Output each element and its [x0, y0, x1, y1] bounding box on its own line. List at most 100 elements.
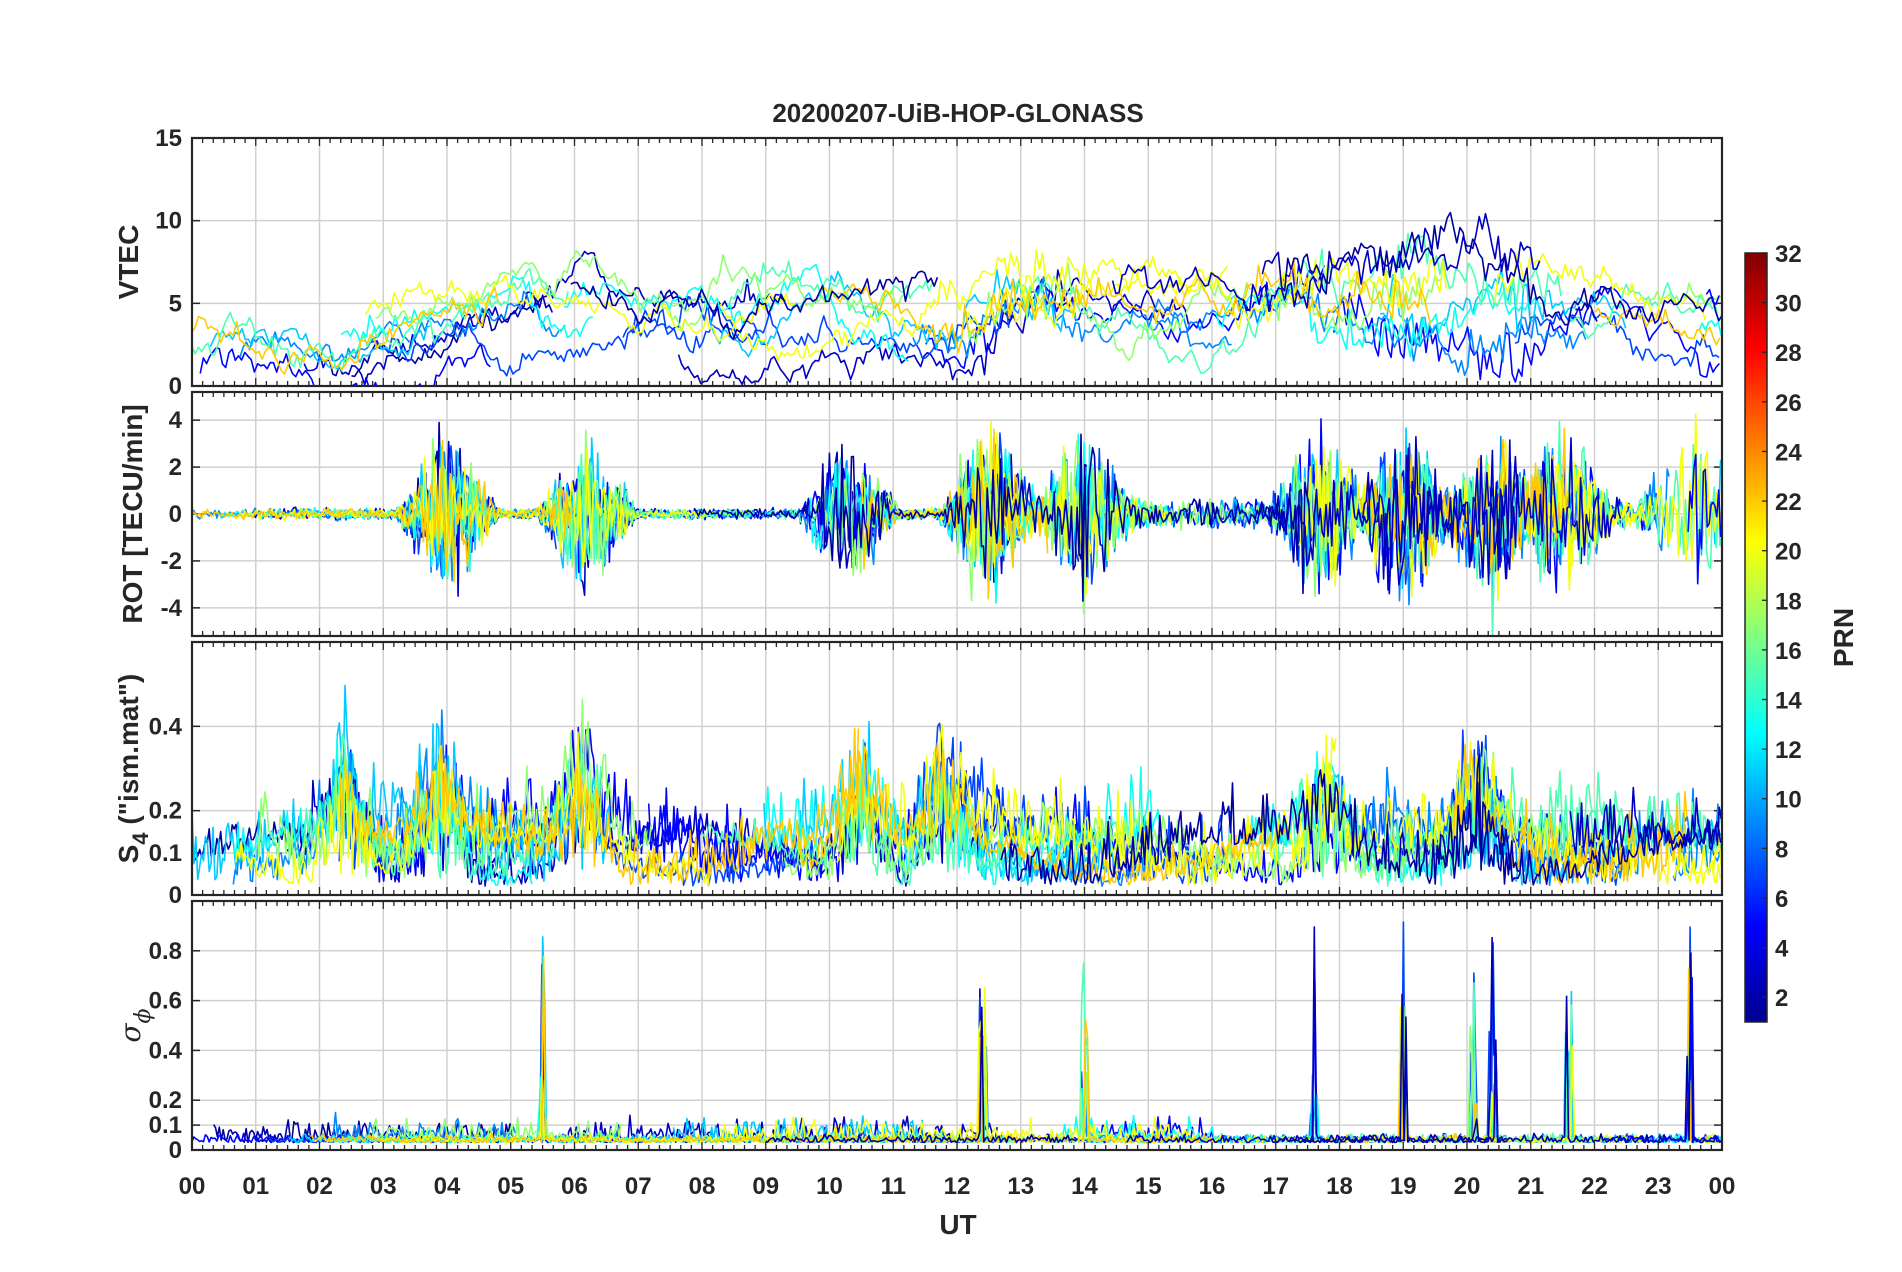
plot-frame-sigma_phi — [190, 899, 1724, 1152]
y-tick-label: 2 — [169, 454, 182, 481]
ylabel-main: σ — [114, 1023, 147, 1043]
prn-trace — [375, 250, 709, 332]
colorbar-tick-label: 14 — [1775, 688, 1802, 715]
prn-trace — [192, 439, 574, 583]
prn-trace — [677, 269, 1190, 386]
prn-trace — [1363, 760, 1722, 887]
prn-trace — [820, 276, 1250, 354]
prn-trace — [727, 260, 933, 323]
prn-trace — [234, 731, 711, 886]
y-axis-label-s4: S4 ("ism.mat") — [113, 674, 153, 864]
prn-trace — [192, 267, 569, 372]
panel-rot: -4 -2 0 2 4 ROT [TECU/min] — [117, 390, 1724, 638]
traces-rot — [192, 413, 1722, 636]
ylabel-subscript: 4 — [128, 832, 153, 845]
y-tick-label: 15 — [155, 125, 182, 152]
colorbar-tick-label: 28 — [1775, 340, 1802, 367]
x-tick-label: 21 — [1517, 1173, 1544, 1200]
prn-trace — [256, 698, 652, 879]
prn-trace — [1361, 437, 1622, 595]
x-tick-labels: 00 01 02 03 04 05 06 07 08 09 10 11 12 13 14 15 16 17 18 19… — [179, 1173, 1736, 1200]
ylabel-main: S — [113, 845, 144, 864]
prn-trace — [1705, 288, 1720, 305]
prn-trace — [1261, 211, 1598, 326]
x-tick-label: 04 — [434, 1173, 461, 1200]
x-tick-label: 13 — [1007, 1173, 1034, 1200]
colorbar-tick-label: 4 — [1775, 936, 1789, 963]
x-tick-label: 06 — [561, 1173, 588, 1200]
y-tick-label: 0 — [169, 1137, 182, 1164]
x-tick-label: 00 — [1709, 1173, 1736, 1200]
prn-trace — [1000, 753, 1520, 886]
x-tick-label: 19 — [1390, 1173, 1417, 1200]
x-tick-label: 09 — [752, 1173, 779, 1200]
panel-sigma_phi: 00.10.2 0.4 0.6 0.8 σϕ — [114, 899, 1724, 1164]
traces-sigma_phi — [192, 921, 1722, 1144]
colorbar-gradient — [1744, 252, 1768, 1023]
prn-trace — [1434, 782, 1722, 886]
colorbar-tick-label: 26 — [1775, 390, 1802, 417]
colorbar-tick-label: 30 — [1775, 291, 1802, 318]
prn-trace — [1569, 786, 1722, 856]
y-tick-label: 0 — [169, 373, 182, 400]
prn-trace — [693, 433, 1088, 602]
colorbar-tick-label: 20 — [1775, 539, 1802, 566]
x-tick-label: 14 — [1071, 1173, 1098, 1200]
x-tick-label: 05 — [497, 1173, 524, 1200]
x-tick-label: 12 — [944, 1173, 971, 1200]
prn-trace — [364, 274, 797, 342]
ylabel-subscript: ϕ — [131, 1008, 156, 1023]
prn-trace — [1078, 446, 1312, 595]
y-axis-label-vtec: VTEC — [113, 225, 144, 300]
panel-s4: 00.10.20.4S4 ("ism.mat") — [113, 640, 1724, 909]
y-axis-label-sigma_phi: σϕ — [114, 1008, 156, 1042]
prn-trace — [765, 1006, 1078, 1144]
colorbar-tick-label: 8 — [1775, 836, 1788, 863]
prn-trace — [1245, 257, 1432, 325]
prn-trace — [836, 723, 1337, 887]
y-tick-label: 0.2 — [149, 798, 182, 825]
prn-trace — [351, 294, 554, 378]
prn-trace — [765, 739, 1163, 886]
x-tick-label: 23 — [1645, 1173, 1672, 1200]
prn-trace — [1148, 286, 1587, 376]
y-tick-label: 0 — [169, 501, 182, 528]
y-tick-label: 0.6 — [149, 988, 182, 1015]
colorbar-tick-label: 22 — [1775, 489, 1802, 516]
prn-trace — [1111, 212, 1541, 312]
y-axis-label-rot: ROT [TECU/min] — [117, 404, 148, 623]
y-tick-label: 0.1 — [149, 1112, 182, 1139]
x-tick-label: 17 — [1262, 1173, 1289, 1200]
x-tick-label: 01 — [242, 1173, 269, 1200]
colorbar-tick-label: 18 — [1775, 588, 1802, 615]
traces-s4 — [192, 684, 1722, 887]
y-tick-label: 0 — [169, 882, 182, 909]
y-tick-label: 0.4 — [149, 1037, 183, 1064]
prn-trace — [564, 263, 909, 363]
x-tick-label: 11 — [881, 1173, 906, 1200]
figure-title: 20200207-UiB-HOP-GLONASS — [772, 98, 1143, 128]
prn-trace — [199, 342, 491, 386]
colorbar-tick-label: 10 — [1775, 787, 1802, 814]
y-tick-label: 0.8 — [149, 938, 182, 965]
y-tick-label: -2 — [161, 548, 182, 575]
prn-trace — [1514, 310, 1720, 367]
colorbar-tick-label: 6 — [1775, 886, 1788, 913]
prn-trace — [1568, 282, 1722, 340]
prn-trace — [301, 733, 602, 881]
plot-frame-s4 — [190, 640, 1724, 897]
colorbar-tick-label: 24 — [1775, 439, 1802, 466]
x-tick-label: 16 — [1199, 1173, 1226, 1200]
x-tick-label: 08 — [689, 1173, 716, 1200]
prn-trace — [1254, 436, 1520, 586]
y-tick-label: 0.4 — [149, 713, 183, 740]
prn-trace — [1126, 926, 1508, 1144]
prn-trace — [192, 684, 614, 882]
y-tick-label: 4 — [169, 407, 183, 434]
prn-trace — [1358, 427, 1567, 576]
prn-trace — [814, 438, 1162, 602]
prn-trace — [1603, 977, 1721, 1144]
prn-trace — [192, 286, 499, 375]
